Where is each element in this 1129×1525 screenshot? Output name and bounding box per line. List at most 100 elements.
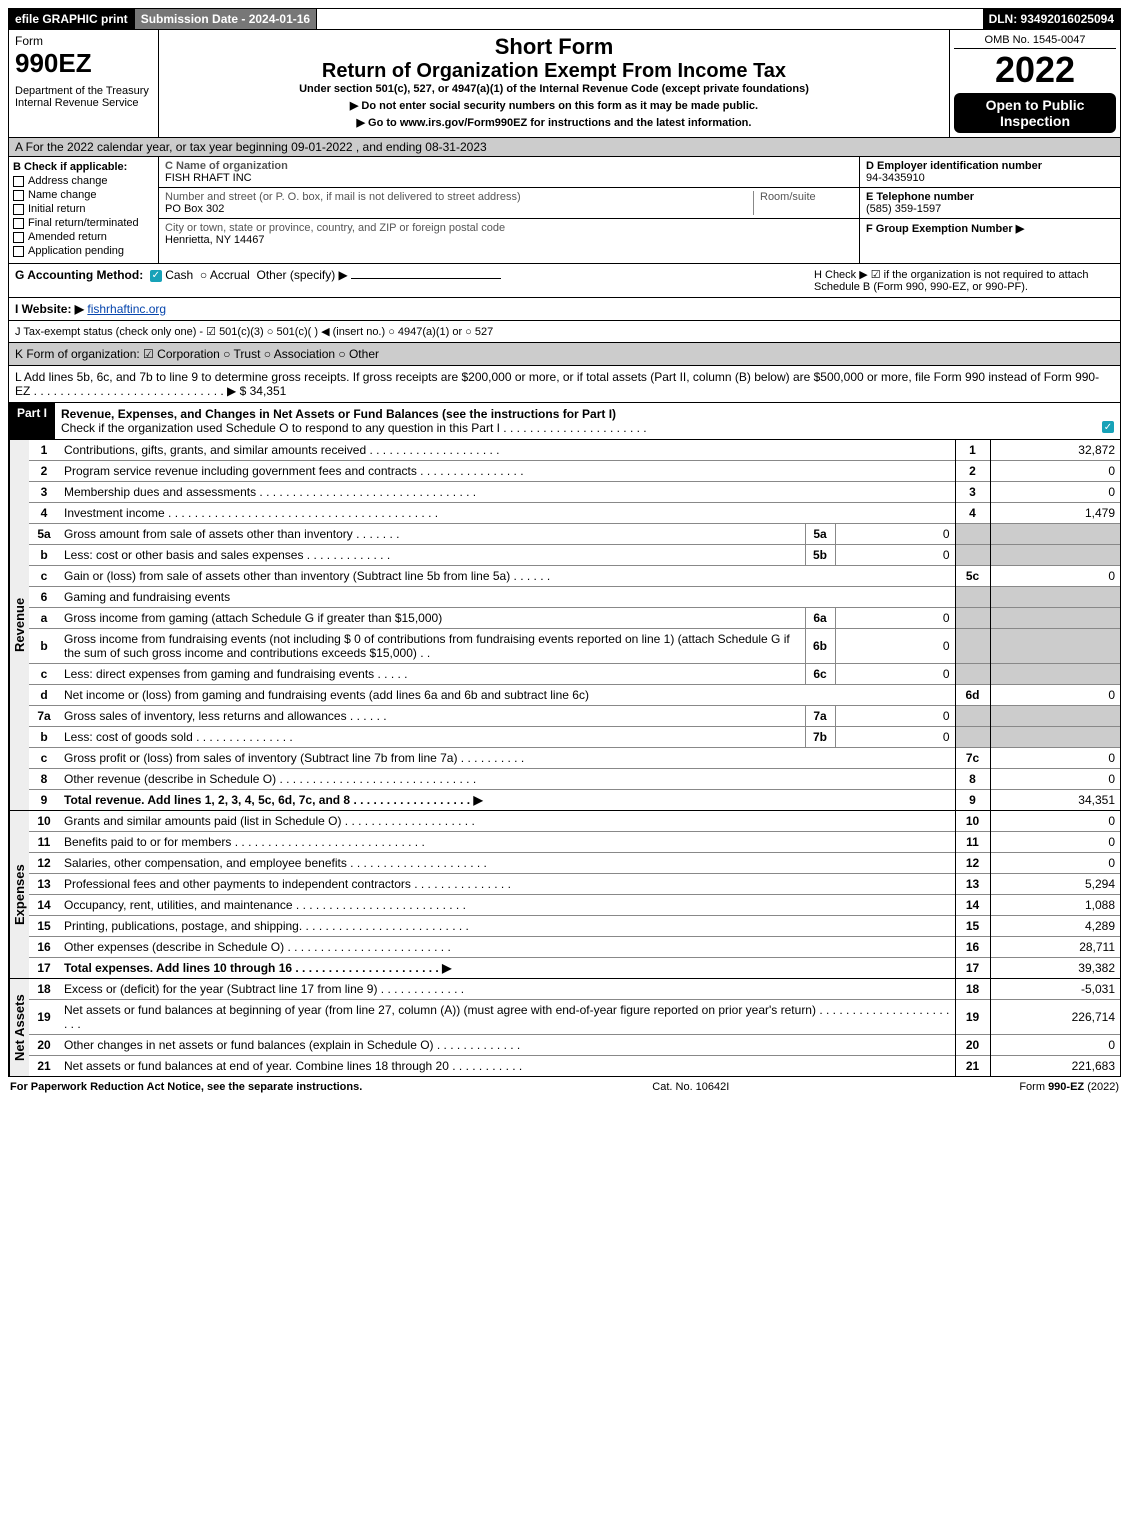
mid-line-value: 0	[835, 629, 955, 664]
open-to-public: Open to Public Inspection	[954, 93, 1116, 133]
g-other-blank	[351, 278, 501, 279]
chk-name-change[interactable]: Name change	[13, 189, 154, 201]
e-phone-row: E Telephone number (585) 359-1597	[860, 188, 1120, 219]
end-line-number: 6d	[955, 685, 990, 706]
form-number: 990EZ	[15, 48, 152, 79]
row-description: Gross income from fundraising events (no…	[59, 629, 805, 664]
footer-form-number: 990-EZ	[1048, 1081, 1084, 1093]
netassets-section: Net Assets 18Excess or (deficit) for the…	[8, 979, 1121, 1077]
chk-application-pending[interactable]: Application pending	[13, 245, 154, 257]
end-line-value	[990, 629, 1120, 664]
footer-right: Form 990-EZ (2022)	[1019, 1081, 1119, 1093]
column-b-checkboxes: B Check if applicable: Address change Na…	[9, 157, 159, 263]
c-city-label: City or town, state or province, country…	[165, 222, 505, 234]
mid-line-value: 0	[835, 727, 955, 748]
checkbox-icon	[13, 204, 24, 215]
checkbox-icon	[13, 232, 24, 243]
end-line-number	[955, 608, 990, 629]
revenue-table: 1Contributions, gifts, grants, and simil…	[29, 440, 1120, 810]
page-footer: For Paperwork Reduction Act Notice, see …	[8, 1077, 1121, 1097]
row-number: 14	[29, 895, 59, 916]
table-row: bGross income from fundraising events (n…	[29, 629, 1120, 664]
table-row: 7aGross sales of inventory, less returns…	[29, 706, 1120, 727]
end-line-value: 0	[990, 769, 1120, 790]
end-line-number: 3	[955, 482, 990, 503]
mid-line-number: 6c	[805, 664, 835, 685]
end-line-value: -5,031	[990, 979, 1120, 1000]
end-line-value: 4,289	[990, 916, 1120, 937]
end-line-value: 0	[990, 811, 1120, 832]
chk-final-return[interactable]: Final return/terminated	[13, 217, 154, 229]
efile-print-label[interactable]: efile GRAPHIC print	[9, 9, 135, 29]
row-number: 21	[29, 1056, 59, 1077]
end-line-value	[990, 706, 1120, 727]
mid-line-value: 0	[835, 664, 955, 685]
mid-line-value: 0	[835, 608, 955, 629]
part-i-label: Part I	[9, 403, 55, 439]
goto-text[interactable]: ▶ Go to www.irs.gov/Form990EZ for instru…	[357, 117, 752, 129]
return-title: Return of Organization Exempt From Incom…	[165, 60, 943, 83]
block-bcdef: B Check if applicable: Address change Na…	[8, 157, 1121, 264]
table-row: 18Excess or (deficit) for the year (Subt…	[29, 979, 1120, 1000]
row-j-tax-exempt: J Tax-exempt status (check only one) - ☑…	[8, 321, 1121, 343]
end-line-number: 10	[955, 811, 990, 832]
top-bar: efile GRAPHIC print Submission Date - 20…	[8, 8, 1121, 30]
end-line-value: 0	[990, 461, 1120, 482]
table-row: 6Gaming and fundraising events	[29, 587, 1120, 608]
row-number: 10	[29, 811, 59, 832]
row-number: d	[29, 685, 59, 706]
row-description: Total expenses. Add lines 10 through 16 …	[59, 958, 955, 979]
ein-value: 94-3435910	[866, 172, 925, 184]
goto-instructions: ▶ Go to www.irs.gov/Form990EZ for instru…	[165, 116, 943, 129]
row-k-form-org: K Form of organization: ☑ Corporation ○ …	[8, 343, 1121, 366]
row-description: Excess or (deficit) for the year (Subtra…	[59, 979, 955, 1000]
row-description: Net assets or fund balances at end of ye…	[59, 1056, 955, 1077]
d-label: D Employer identification number	[866, 160, 1042, 172]
row-number: c	[29, 748, 59, 769]
e-label: E Telephone number	[866, 191, 974, 203]
row-description: Professional fees and other payments to …	[59, 874, 955, 895]
row-number: c	[29, 664, 59, 685]
row-number: c	[29, 566, 59, 587]
row-description: Gain or (loss) from sale of assets other…	[59, 566, 955, 587]
row-description: Less: direct expenses from gaming and fu…	[59, 664, 805, 685]
mid-line-number: 6a	[805, 608, 835, 629]
checkbox-icon	[13, 246, 24, 257]
end-line-value: 0	[990, 685, 1120, 706]
row-number: 2	[29, 461, 59, 482]
row-description: Gross income from gaming (attach Schedul…	[59, 608, 805, 629]
chk-address-change[interactable]: Address change	[13, 175, 154, 187]
chk-label-text: Amended return	[28, 231, 107, 243]
end-line-value: 39,382	[990, 958, 1120, 979]
row-number: b	[29, 545, 59, 566]
row-description: Benefits paid to or for members . . . . …	[59, 832, 955, 853]
expenses-table: 10Grants and similar amounts paid (list …	[29, 811, 1120, 978]
row-number: 15	[29, 916, 59, 937]
submission-date-label: Submission Date - 2024-01-16	[135, 9, 317, 29]
revenue-section: Revenue 1Contributions, gifts, grants, a…	[8, 440, 1121, 811]
row-number: 4	[29, 503, 59, 524]
c-name-label: C Name of organization	[165, 160, 288, 172]
mid-line-value: 0	[835, 706, 955, 727]
end-line-value: 0	[990, 853, 1120, 874]
website-link[interactable]: fishrhaftinc.org	[87, 302, 166, 316]
end-line-value	[990, 587, 1120, 608]
chk-label-text: Name change	[28, 189, 97, 201]
c-street-row: Number and street (or P. O. box, if mail…	[159, 188, 859, 219]
chk-amended-return[interactable]: Amended return	[13, 231, 154, 243]
mid-line-number: 7a	[805, 706, 835, 727]
table-row: cGain or (loss) from sale of assets othe…	[29, 566, 1120, 587]
tax-year: 2022	[954, 49, 1116, 91]
row-description: Occupancy, rent, utilities, and maintena…	[59, 895, 955, 916]
table-row: 20Other changes in net assets or fund ba…	[29, 1035, 1120, 1056]
g-cash: Cash	[165, 268, 193, 282]
row-number: 20	[29, 1035, 59, 1056]
row-number: 12	[29, 853, 59, 874]
part-i-header-row: Part I Revenue, Expenses, and Changes in…	[8, 403, 1121, 440]
org-street: PO Box 302	[165, 203, 224, 215]
row-number: 8	[29, 769, 59, 790]
revenue-side-label: Revenue	[9, 440, 29, 810]
chk-initial-return[interactable]: Initial return	[13, 203, 154, 215]
end-line-number: 13	[955, 874, 990, 895]
table-row: 15Printing, publications, postage, and s…	[29, 916, 1120, 937]
